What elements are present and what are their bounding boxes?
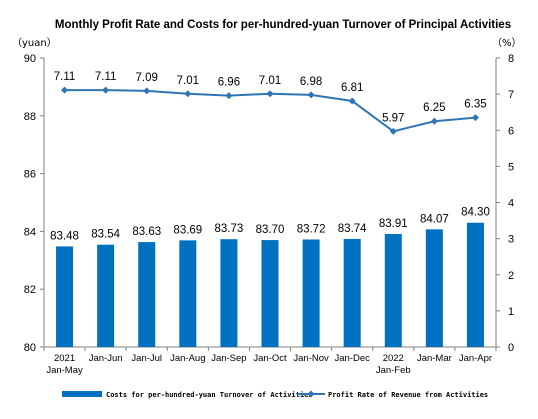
bar-value-label: 83.69	[173, 224, 202, 236]
right-tick-label: 6	[508, 125, 514, 137]
bar-value-label: 83.72	[297, 223, 326, 235]
line-value-label: 5.97	[382, 112, 404, 124]
left-tick-label: 80	[24, 342, 36, 354]
bar	[97, 244, 115, 347]
bar-value-label: 83.54	[91, 229, 120, 241]
line-point	[348, 97, 356, 105]
line-point	[225, 92, 233, 100]
x-tick-label: Jan-Nov	[293, 353, 329, 364]
x-tick-label: 2022	[383, 353, 404, 364]
left-tick-label: 84	[24, 226, 36, 238]
bar	[179, 240, 197, 347]
legend-bar-label: Costs for per-hundred-yuan Turnover of A…	[106, 391, 313, 399]
bar-series	[56, 222, 484, 347]
left-axis-unit: （yuan）	[12, 37, 57, 49]
bar-value-label: 83.70	[256, 224, 285, 236]
left-axis-ticks: 80 82 84 86 88 90	[24, 53, 44, 354]
line-value-label: 7.01	[177, 75, 199, 87]
line-point	[102, 86, 110, 94]
bar	[302, 239, 320, 347]
line-point	[430, 117, 438, 125]
x-tick-label: 2021	[54, 353, 75, 364]
x-tick-label: Jan-Mar	[417, 353, 452, 364]
bar	[343, 238, 361, 347]
right-axis-ticks: 0 1 2 3 4 5 6 7 8	[496, 53, 514, 354]
bar-value-label: 83.48	[50, 230, 79, 242]
bar-value-label: 84.07	[420, 213, 449, 225]
line-value-label: 6.35	[464, 99, 486, 111]
right-tick-label: 5	[508, 161, 514, 173]
left-tick-label: 86	[24, 169, 36, 181]
bar-value-label: 84.30	[461, 207, 490, 219]
legend-line-label: Profit Rate of Revenue from Activities	[328, 391, 488, 399]
line-point	[61, 86, 69, 94]
bar-value-label: 83.63	[132, 226, 161, 238]
x-tick-label: Jan-Aug	[170, 353, 205, 364]
chart-title: Monthly Profit Rate and Costs for per-hu…	[55, 19, 511, 31]
x-tick-label: Jan-Sep	[211, 353, 246, 364]
line-value-label: 7.11	[95, 71, 117, 83]
x-tick-label: Jan-May	[46, 365, 83, 376]
line-series	[61, 86, 479, 135]
line-data-labels: 7.11 7.11 7.09 7.01 6.96 7.01 6.98 6.81 5.97 6.25…	[54, 71, 487, 124]
line-point	[184, 90, 192, 98]
x-tick-label: Jan-Feb	[376, 365, 411, 376]
x-tick-label: Jan-Jun	[89, 353, 123, 364]
legend-bar-swatch	[62, 391, 102, 397]
line-value-label: 6.98	[300, 76, 322, 88]
legend: Costs for per-hundred-yuan Turnover of A…	[62, 390, 488, 399]
left-tick-label: 88	[24, 111, 36, 123]
right-tick-label: 8	[508, 53, 514, 65]
right-tick-label: 4	[508, 198, 514, 210]
right-tick-label: 3	[508, 234, 514, 246]
x-tick-label: Jan-Jul	[131, 353, 162, 364]
x-tick-label: Jan-Apr	[459, 353, 492, 364]
line-point	[471, 114, 479, 122]
right-tick-label: 0	[508, 342, 514, 354]
bar	[56, 246, 74, 347]
right-tick-label: 1	[508, 306, 514, 318]
bar-value-label: 83.73	[215, 223, 244, 235]
x-tick-label: Jan-Oct	[253, 353, 287, 364]
bar	[425, 229, 443, 347]
line-value-label: 6.81	[341, 82, 363, 94]
line-point	[143, 87, 151, 95]
line-value-label: 7.11	[54, 71, 76, 83]
right-tick-label: 2	[508, 270, 514, 282]
line-point	[307, 91, 315, 99]
line-point	[389, 127, 397, 135]
line-value-label: 6.96	[218, 77, 240, 89]
bar	[466, 222, 484, 347]
bar-data-labels: 83.48 83.54 83.63 83.69 83.73 83.70 83.72 83.74…	[50, 207, 490, 243]
right-axis-unit: （%）	[492, 37, 522, 49]
legend-line-marker	[307, 390, 315, 398]
bar	[220, 239, 238, 347]
x-tick-label: Jan-Dec	[334, 353, 370, 364]
left-tick-label: 82	[24, 284, 36, 296]
bar-value-label: 83.74	[338, 223, 367, 235]
line-point	[266, 90, 274, 98]
bar-value-label: 83.91	[379, 218, 408, 230]
line-value-label: 7.09	[136, 72, 158, 84]
bar	[138, 242, 156, 347]
line-value-label: 6.25	[423, 102, 445, 114]
line-value-label: 7.01	[259, 75, 281, 87]
left-tick-label: 90	[24, 53, 36, 65]
bar	[261, 240, 279, 347]
right-tick-label: 7	[508, 89, 514, 101]
bar	[384, 234, 402, 347]
